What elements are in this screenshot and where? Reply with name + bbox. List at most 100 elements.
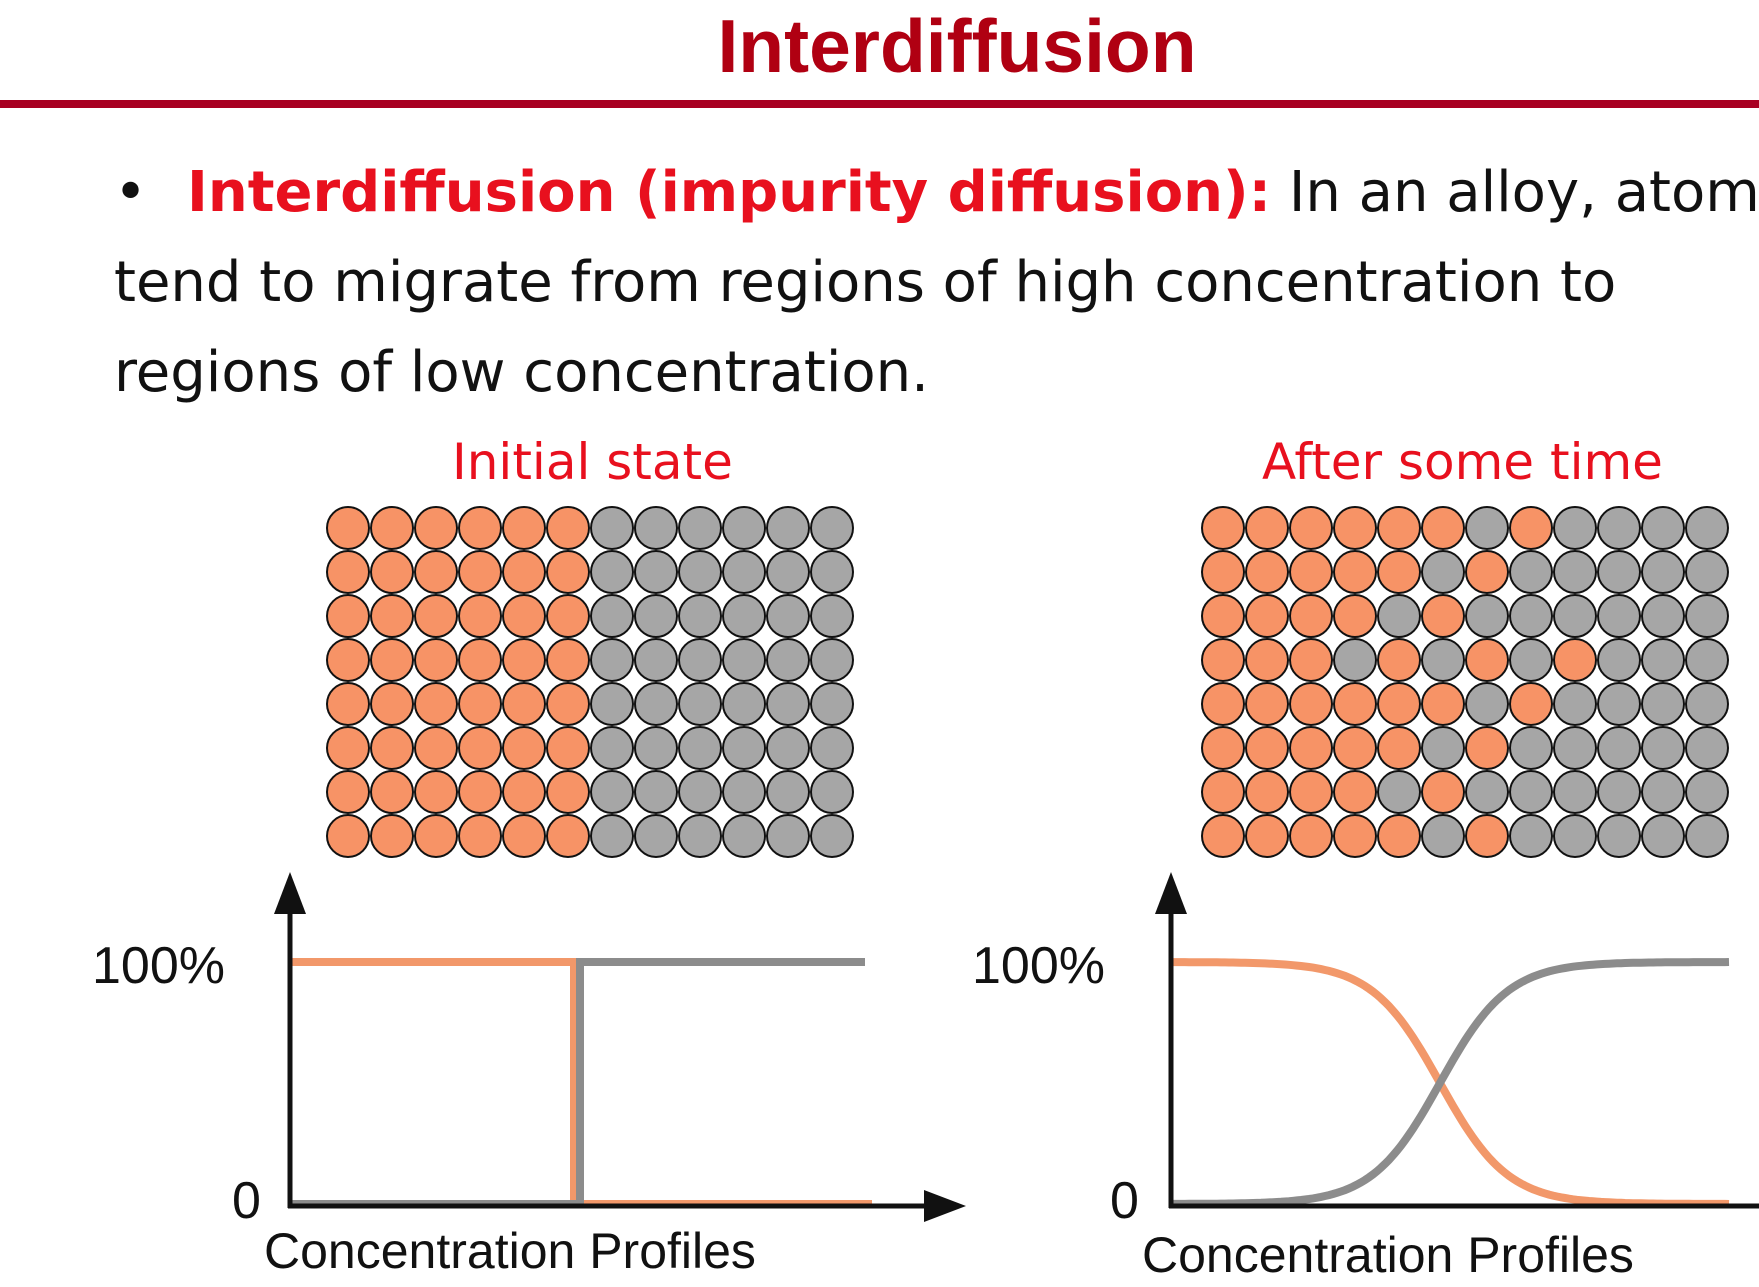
atom-gray xyxy=(1641,638,1685,682)
atom-orange xyxy=(1289,682,1333,726)
atom-gray xyxy=(810,770,854,814)
atom-gray xyxy=(1641,814,1685,858)
atom-gray xyxy=(590,682,634,726)
atom-gray xyxy=(1421,638,1465,682)
atom-orange xyxy=(546,594,590,638)
atom-orange xyxy=(370,638,414,682)
curve-a-initial xyxy=(292,958,872,1208)
atom-orange xyxy=(1201,594,1245,638)
atom-orange xyxy=(1333,726,1377,770)
atom-gray xyxy=(1685,594,1729,638)
atom-gray xyxy=(1553,594,1597,638)
atom-gray xyxy=(1685,638,1729,682)
atom-orange xyxy=(1465,638,1509,682)
atom-orange xyxy=(326,638,370,682)
atom-orange xyxy=(326,594,370,638)
atom-orange xyxy=(1245,726,1289,770)
atom-gray xyxy=(634,638,678,682)
atom-gray xyxy=(722,594,766,638)
atom-orange xyxy=(502,594,546,638)
atom-orange xyxy=(546,726,590,770)
atom-orange xyxy=(1289,814,1333,858)
atom-gray xyxy=(1553,682,1597,726)
atom-orange xyxy=(1245,550,1289,594)
atom-gray xyxy=(634,682,678,726)
atom-gray xyxy=(678,594,722,638)
atom-orange xyxy=(1245,594,1289,638)
atom-gray xyxy=(1509,638,1553,682)
atom-gray xyxy=(1597,638,1641,682)
bullet-line-3: regions of low concentration. xyxy=(114,340,929,405)
atom-gray xyxy=(590,638,634,682)
atom-orange xyxy=(1289,638,1333,682)
atom-grid-initial xyxy=(326,506,854,858)
bullet-line-1-text: In an alloy, atoms xyxy=(1271,160,1759,225)
atom-orange xyxy=(1245,814,1289,858)
atom-gray xyxy=(678,682,722,726)
y-axis-arrow-icon-after xyxy=(1155,872,1187,914)
atom-gray xyxy=(634,550,678,594)
atom-orange xyxy=(502,550,546,594)
atom-orange xyxy=(1465,814,1509,858)
atom-orange xyxy=(1377,814,1421,858)
profile-caption-after: Concentration Profiles xyxy=(1142,1227,1634,1283)
atom-gray xyxy=(634,770,678,814)
atom-orange xyxy=(414,726,458,770)
atom-orange xyxy=(414,682,458,726)
x-axis-arrow-icon-initial xyxy=(924,1190,966,1222)
atom-gray xyxy=(1597,550,1641,594)
atom-orange xyxy=(458,682,502,726)
atom-orange xyxy=(1289,594,1333,638)
atom-grid-after xyxy=(1201,506,1729,858)
atom-gray xyxy=(1421,550,1465,594)
atom-orange xyxy=(458,814,502,858)
atom-orange xyxy=(370,726,414,770)
atom-orange xyxy=(1421,770,1465,814)
atom-gray xyxy=(766,550,810,594)
profile-initial: 100% 0 Concentration Profiles xyxy=(92,872,966,1279)
atom-gray xyxy=(810,506,854,550)
atom-gray xyxy=(678,506,722,550)
atom-gray xyxy=(722,770,766,814)
bullet-line-1: • Interdiffusion (impurity diffusion): In… xyxy=(114,148,1759,238)
atom-orange xyxy=(1377,726,1421,770)
profile-after: 100% 0 Concentration Profiles xyxy=(972,872,1759,1283)
atom-gray xyxy=(590,814,634,858)
atom-gray xyxy=(1509,770,1553,814)
atom-gray xyxy=(1641,726,1685,770)
atom-gray xyxy=(590,726,634,770)
atom-orange xyxy=(546,550,590,594)
y-label-0-initial: 0 xyxy=(232,1172,261,1230)
atom-gray xyxy=(1597,682,1641,726)
atom-orange xyxy=(1333,770,1377,814)
atom-orange xyxy=(370,682,414,726)
atom-orange xyxy=(1245,770,1289,814)
caption-after-some-time: After some time xyxy=(1262,433,1663,491)
atom-orange xyxy=(326,682,370,726)
atom-gray xyxy=(810,814,854,858)
atom-gray xyxy=(1333,638,1377,682)
atom-orange xyxy=(546,506,590,550)
atom-orange xyxy=(458,594,502,638)
atom-gray xyxy=(1509,726,1553,770)
atom-orange xyxy=(502,770,546,814)
atom-orange xyxy=(1289,726,1333,770)
atom-gray xyxy=(766,814,810,858)
y-label-0-after: 0 xyxy=(1110,1172,1139,1230)
curve-a-after xyxy=(1173,958,1730,1208)
atom-orange xyxy=(1201,682,1245,726)
atom-gray xyxy=(1685,506,1729,550)
atom-orange xyxy=(458,726,502,770)
atom-gray xyxy=(1597,594,1641,638)
atom-orange xyxy=(1201,770,1245,814)
atom-gray xyxy=(634,506,678,550)
atom-gray xyxy=(1377,770,1421,814)
atom-orange xyxy=(546,814,590,858)
atom-orange xyxy=(326,814,370,858)
atom-orange xyxy=(1421,506,1465,550)
atom-orange xyxy=(1377,506,1421,550)
atom-gray xyxy=(810,550,854,594)
atom-gray xyxy=(766,594,810,638)
atom-orange xyxy=(1289,506,1333,550)
atom-orange xyxy=(458,506,502,550)
